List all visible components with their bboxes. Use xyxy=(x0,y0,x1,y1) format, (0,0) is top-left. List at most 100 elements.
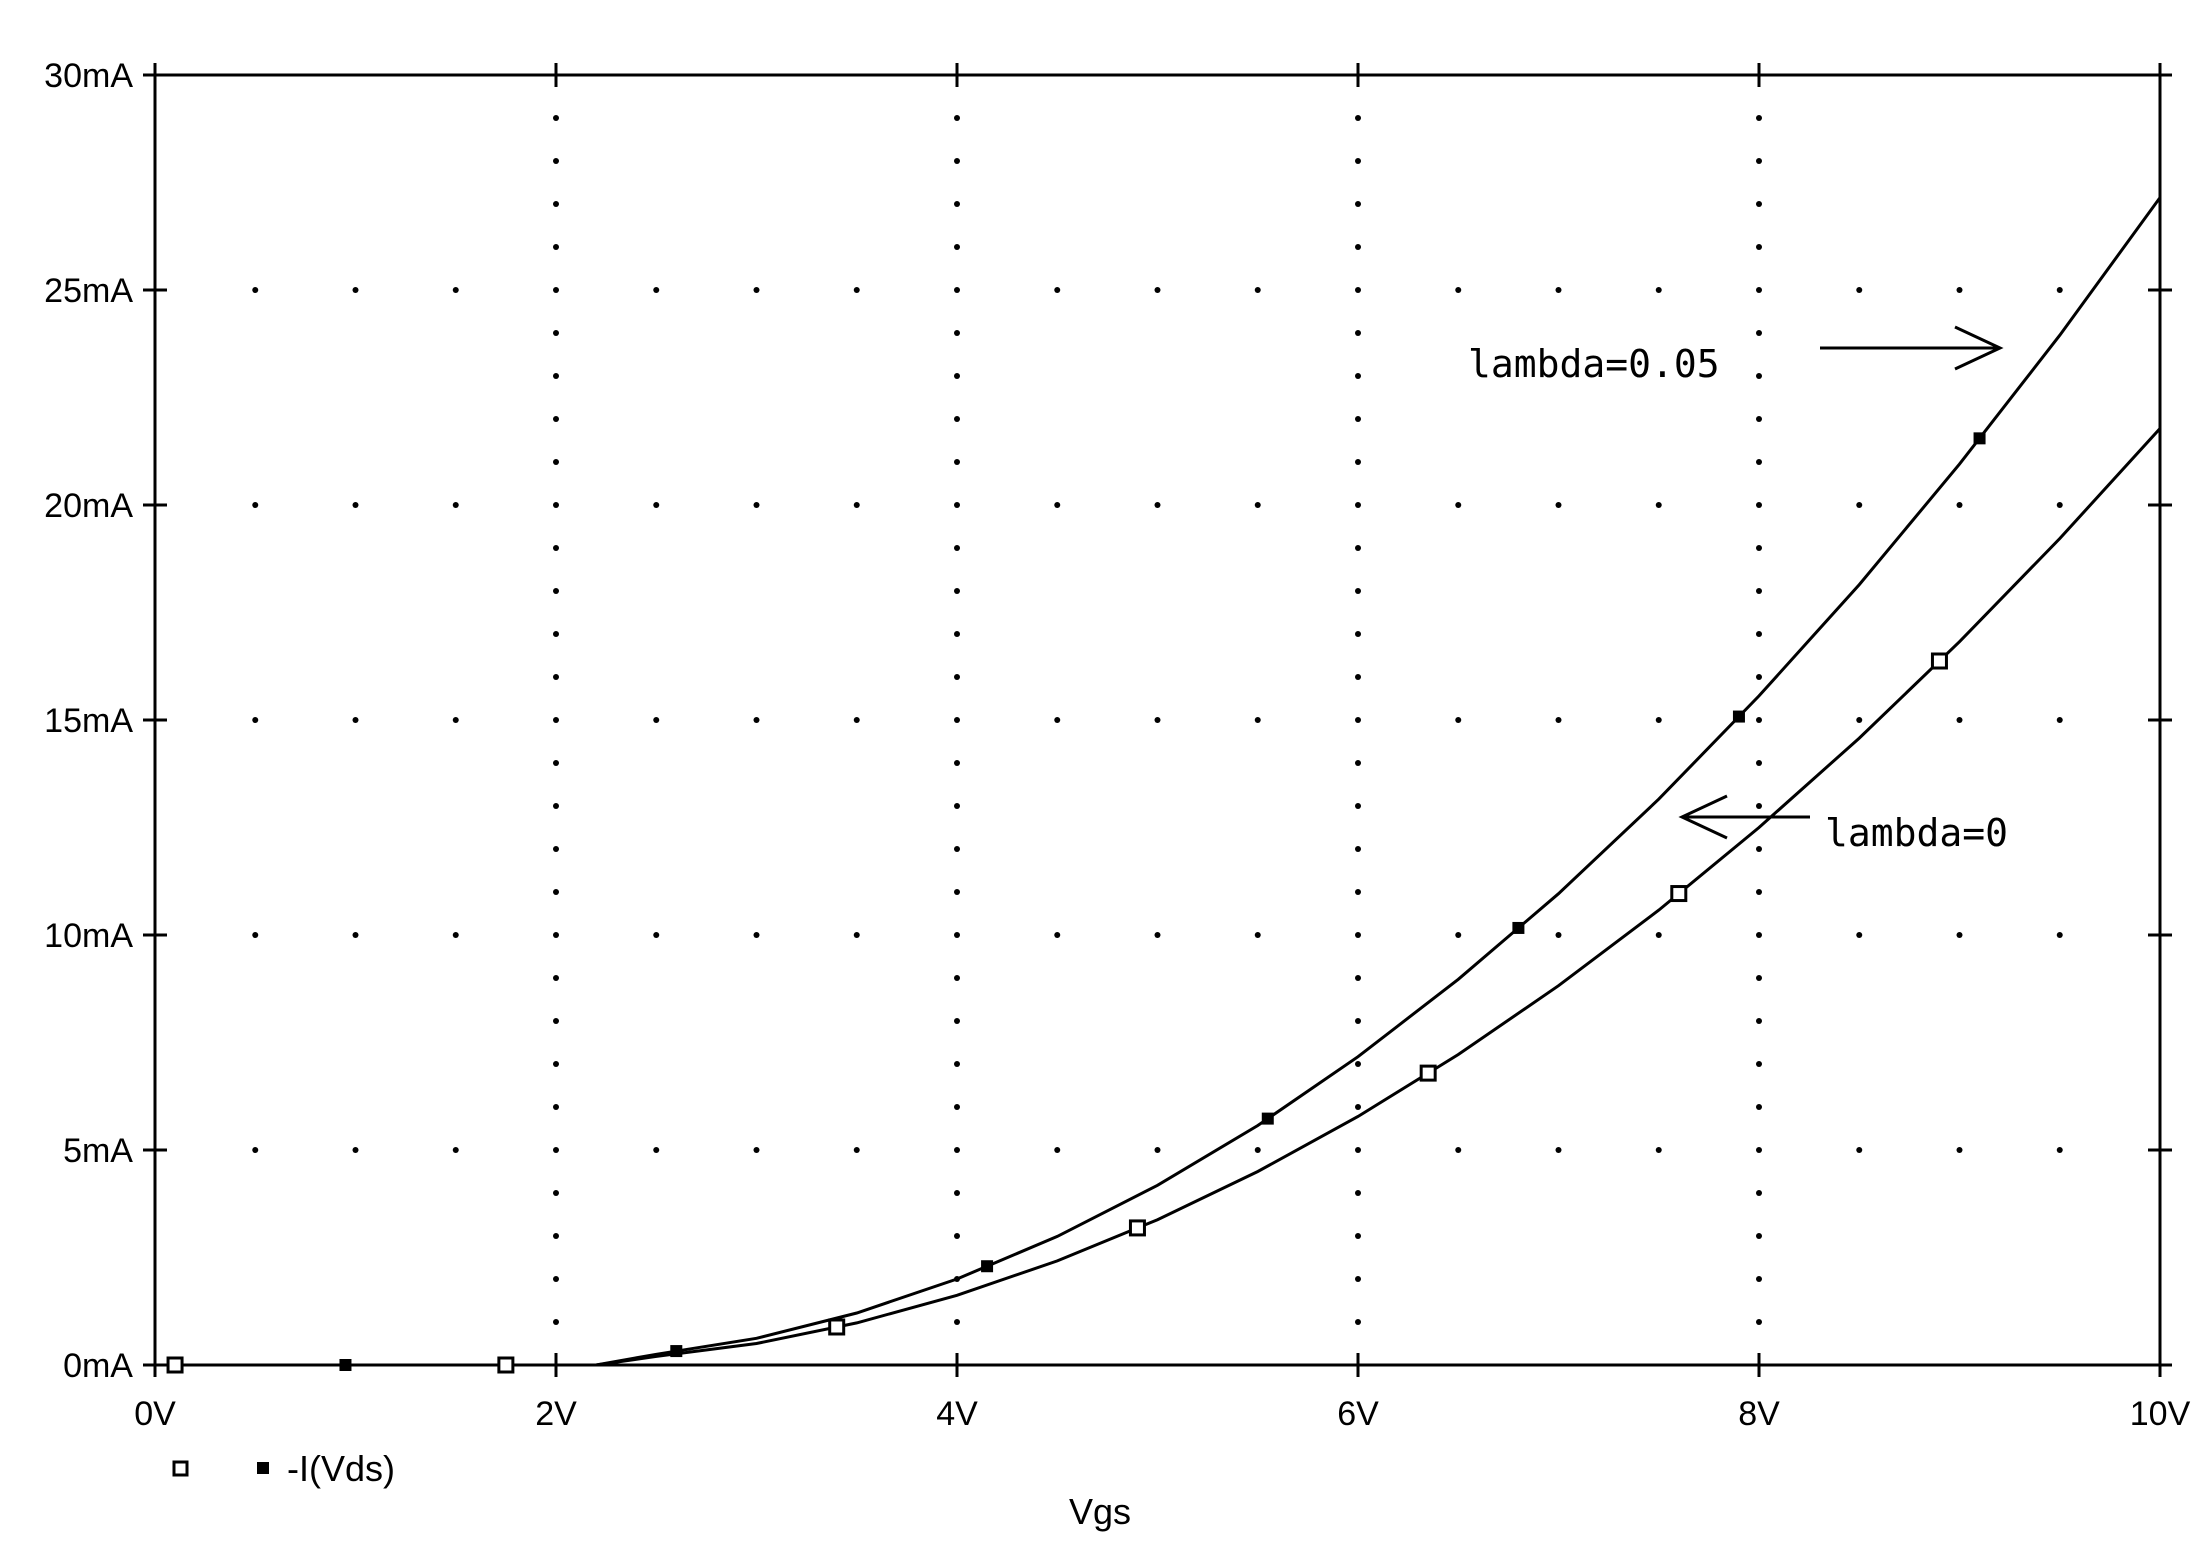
grid-dot xyxy=(553,1104,559,1110)
annotation-lambda-0.05: lambda=0.05 xyxy=(1468,325,2004,386)
grid-dot xyxy=(1756,1233,1762,1239)
grid-dot xyxy=(1254,1147,1261,1153)
grid-dot xyxy=(553,459,559,465)
grid-dot xyxy=(954,889,960,895)
grid-dot xyxy=(1856,1147,1863,1153)
grid-dot xyxy=(1455,932,1462,938)
marker-open-square xyxy=(1128,1219,1146,1237)
grid-dot xyxy=(1856,502,1863,508)
legend-marker-filled-square xyxy=(257,1462,269,1474)
grid-dot xyxy=(1355,1018,1361,1024)
x-tick-label: 8V xyxy=(1738,1395,1780,1433)
grid-dot xyxy=(853,717,860,723)
grid-dot xyxy=(954,803,960,809)
tick-labels: 0V 2V 4V 6V 8V 10V 0mA 5mA 10mA 15mA 20mA 25mA 30mA xyxy=(44,57,2190,1433)
grid-dot xyxy=(452,502,459,508)
grid-dot xyxy=(954,1061,960,1067)
marker-filled-square xyxy=(339,1359,352,1371)
marker-open-square xyxy=(1670,885,1688,903)
grid-dot xyxy=(1956,287,1963,293)
grid-dot xyxy=(553,932,559,938)
grid-dot xyxy=(553,201,559,207)
grid-dot xyxy=(1555,932,1562,938)
grid-dot xyxy=(1355,459,1361,465)
grid-dot xyxy=(1355,1061,1361,1067)
grid-dot xyxy=(1355,416,1361,422)
grid-dot xyxy=(1355,158,1361,164)
grid-dot xyxy=(553,588,559,594)
grid-dot xyxy=(1355,502,1361,508)
grid-dot xyxy=(553,502,559,508)
grid-dot xyxy=(753,932,760,938)
grid-dot xyxy=(352,502,359,508)
grid-dot xyxy=(1756,1061,1762,1067)
marker-open-square xyxy=(828,1318,846,1336)
grid-dot xyxy=(1756,803,1762,809)
grid-dot xyxy=(853,502,860,508)
grid-dot xyxy=(1756,846,1762,852)
grid-dot xyxy=(553,373,559,379)
x-axis-title: Vgs xyxy=(1069,1491,1131,1532)
grid-dot xyxy=(553,631,559,637)
grid-dot xyxy=(1355,115,1361,121)
grid-dot xyxy=(653,287,660,293)
grid-dot xyxy=(954,1190,960,1196)
grid-dot xyxy=(753,717,760,723)
grid-dot xyxy=(1254,502,1261,508)
y-tick-label: 20mA xyxy=(44,487,133,525)
marker-open-square xyxy=(1930,652,1948,670)
grid-dot xyxy=(1756,1147,1762,1153)
grid-dot xyxy=(653,1147,660,1153)
grid-dot xyxy=(1756,1276,1762,1282)
grid-dot xyxy=(1355,201,1361,207)
grid-dot xyxy=(1756,1319,1762,1325)
grid-dot xyxy=(352,717,359,723)
grid-dot xyxy=(1856,717,1863,723)
grid-dot xyxy=(954,1018,960,1024)
grid-dot xyxy=(1555,287,1562,293)
grid-dot xyxy=(553,674,559,680)
grid-dot xyxy=(553,1276,559,1282)
marker-filled-square xyxy=(1973,432,1986,445)
grid-dot xyxy=(1154,932,1161,938)
grid-dot xyxy=(954,717,960,723)
grid-dot xyxy=(1756,330,1762,336)
grid-dot xyxy=(553,889,559,895)
y-tick-label: 0mA xyxy=(63,1347,133,1385)
grid-dot xyxy=(853,1147,860,1153)
grid-dot xyxy=(1355,631,1361,637)
grid-dot xyxy=(1856,287,1863,293)
grid-dot xyxy=(1355,287,1361,293)
grid-dot xyxy=(1756,975,1762,981)
grid-dot xyxy=(1355,545,1361,551)
grid-dot xyxy=(1756,373,1762,379)
grid-dot xyxy=(1054,1147,1061,1153)
grid-dot xyxy=(954,1104,960,1110)
grid-dot xyxy=(1355,760,1361,766)
grid-dot xyxy=(553,717,559,723)
grid-dot xyxy=(1355,803,1361,809)
marker-filled-square xyxy=(670,1345,683,1358)
x-tick-label: 2V xyxy=(535,1395,577,1433)
grid-dot xyxy=(2056,502,2063,508)
grid-dot xyxy=(1756,889,1762,895)
grid-dot xyxy=(1555,502,1562,508)
grid-dot xyxy=(1756,760,1762,766)
grid-dot xyxy=(1655,932,1662,938)
grid-dot xyxy=(1154,1147,1161,1153)
grid-dot xyxy=(1756,674,1762,680)
grid-dot xyxy=(1355,846,1361,852)
annotation-label: lambda=0 xyxy=(1825,811,2008,855)
grid-dot xyxy=(1355,373,1361,379)
grid-dot xyxy=(553,846,559,852)
legend-label: -I(Vds) xyxy=(287,1448,395,1489)
grid-dot xyxy=(954,1233,960,1239)
grid-dot xyxy=(1355,1104,1361,1110)
grid-dot xyxy=(1355,1233,1361,1239)
grid-dot xyxy=(252,287,259,293)
x-tick-label: 6V xyxy=(1337,1395,1379,1433)
grid-dot xyxy=(252,932,259,938)
grid-dot xyxy=(954,158,960,164)
grid-dot xyxy=(954,502,960,508)
marker-open-square xyxy=(1419,1064,1437,1082)
